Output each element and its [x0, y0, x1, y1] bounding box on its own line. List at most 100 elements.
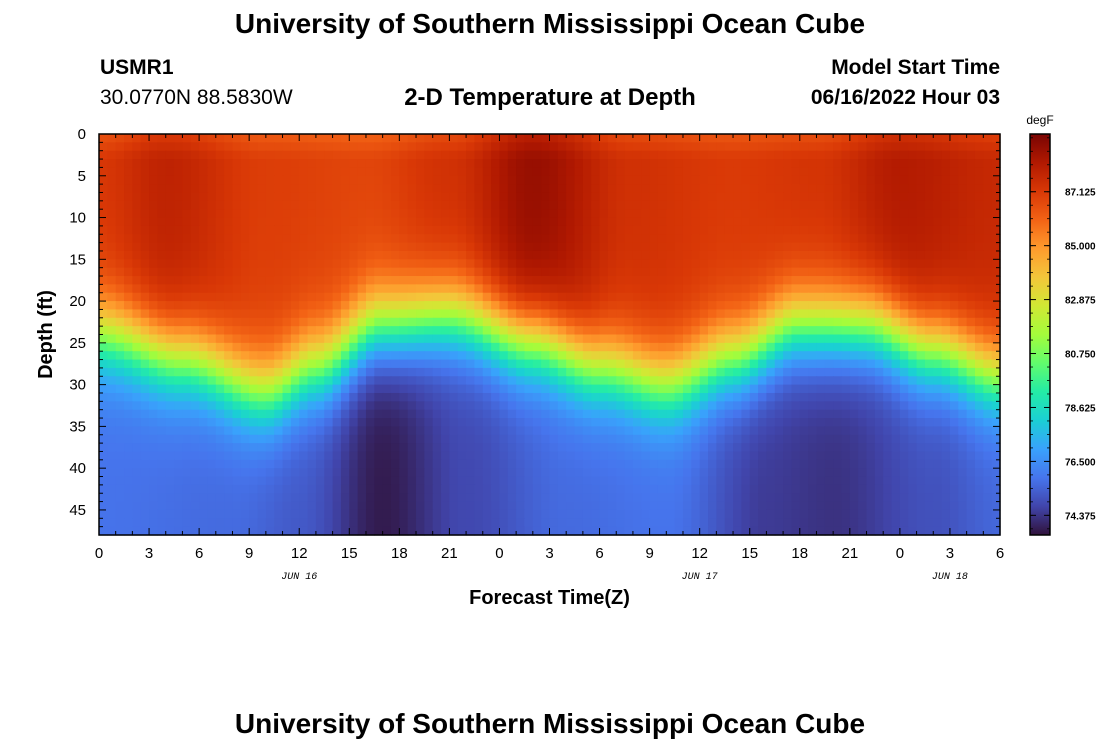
heatmap-cell: [165, 301, 175, 311]
heatmap-cell: [299, 367, 309, 377]
heatmap-cell: [432, 443, 442, 453]
heatmap-cell: [599, 150, 609, 160]
heatmap-cell: [199, 301, 209, 311]
heatmap-cell: [149, 509, 158, 519]
heatmap-cell: [307, 175, 317, 185]
heatmap-cell: [632, 250, 642, 260]
heatmap-cell: [849, 392, 859, 402]
heatmap-cell: [699, 309, 709, 319]
heatmap-cell: [232, 259, 242, 269]
heatmap-cell: [157, 384, 167, 394]
heatmap-cell: [833, 384, 843, 394]
heatmap-cell: [733, 209, 742, 219]
heatmap-cell: [674, 443, 684, 453]
heatmap-cell: [691, 209, 701, 219]
heatmap-cell: [466, 192, 476, 202]
heatmap-cell: [115, 384, 125, 394]
heatmap-cell: [174, 342, 184, 352]
heatmap-cell: [632, 259, 642, 269]
heatmap-cell: [958, 476, 968, 486]
heatmap-cell: [691, 509, 701, 519]
heatmap-cell: [557, 184, 567, 194]
heatmap-cell: [691, 418, 701, 427]
heatmap-cell: [207, 284, 217, 294]
heatmap-cell: [140, 484, 150, 494]
heatmap-cell: [99, 401, 108, 411]
heatmap-cell: [174, 409, 184, 419]
heatmap-cell: [899, 267, 909, 277]
heatmap-cell: [641, 284, 651, 294]
heatmap-cell: [382, 242, 392, 252]
heatmap-cell: [541, 351, 551, 361]
heatmap-cell: [566, 217, 576, 227]
heatmap-cell: [290, 225, 300, 235]
heatmap-cell: [99, 234, 108, 244]
heatmap-cell: [432, 459, 442, 469]
heatmap-cell: [816, 351, 826, 361]
heatmap-cell: [516, 175, 526, 185]
heatmap-cell: [140, 459, 150, 469]
heatmap-cell: [157, 150, 167, 160]
heatmap-cell: [741, 284, 751, 294]
heatmap-cell: [290, 301, 300, 311]
heatmap-cell: [858, 242, 868, 252]
heatmap-cell: [691, 192, 701, 202]
heatmap-cell: [682, 476, 692, 486]
heatmap-cell: [749, 276, 759, 285]
heatmap-cell: [190, 292, 200, 302]
heatmap-cell: [174, 259, 184, 269]
heatmap-cell: [165, 468, 175, 478]
heatmap-cell: [808, 418, 818, 427]
heatmap-cell: [774, 351, 784, 361]
heatmap-cell: [432, 359, 442, 369]
heatmap-cell: [616, 434, 626, 444]
heatmap-cell: [916, 276, 926, 285]
heatmap-cell: [549, 209, 559, 219]
heatmap-cell: [382, 326, 392, 336]
heatmap-cell: [649, 200, 659, 210]
heatmap-cell: [991, 476, 1001, 486]
heatmap-cell: [332, 326, 342, 336]
heatmap-cell: [282, 342, 292, 352]
heatmap-cell: [641, 509, 651, 519]
heatmap-cell: [299, 509, 309, 519]
heatmap-cell: [566, 451, 576, 461]
heatmap-cell: [124, 476, 133, 486]
heatmap-cell: [365, 459, 375, 469]
heatmap-cell: [849, 317, 859, 327]
heatmap-cell: [407, 225, 417, 235]
heatmap-cell: [107, 209, 117, 219]
heatmap-cell: [441, 259, 450, 269]
heatmap-cell: [249, 392, 259, 402]
heatmap-cell: [582, 150, 592, 160]
heatmap-cell: [199, 367, 209, 377]
heatmap-cell: [666, 192, 676, 202]
heatmap-cell: [249, 409, 259, 419]
heatmap-cell: [524, 259, 534, 269]
heatmap-cell: [724, 134, 734, 143]
heatmap-cell: [532, 451, 542, 461]
heatmap-cell: [274, 276, 284, 285]
heatmap-cell: [474, 434, 484, 444]
heatmap-cell: [632, 359, 642, 369]
heatmap-cell: [599, 259, 609, 269]
heatmap-cell: [774, 434, 784, 444]
heatmap-cell: [616, 200, 626, 210]
heatmap-cell: [649, 484, 659, 494]
heatmap-cell: [908, 284, 918, 294]
heatmap-cell: [224, 392, 234, 402]
heatmap-cell: [866, 376, 876, 386]
heatmap-cell: [432, 134, 442, 143]
heatmap-cell: [432, 184, 442, 194]
heatmap-cell: [441, 451, 450, 461]
heatmap-cell: [574, 317, 584, 327]
heatmap-cell: [132, 200, 142, 210]
heatmap-cell: [449, 200, 459, 210]
heatmap-cell: [182, 484, 192, 494]
heatmap-cell: [549, 484, 559, 494]
heatmap-cell: [899, 392, 909, 402]
heatmap-cell: [724, 384, 734, 394]
heatmap-cell: [582, 342, 592, 352]
heatmap-cell: [891, 167, 901, 177]
heatmap-cell: [799, 359, 809, 369]
